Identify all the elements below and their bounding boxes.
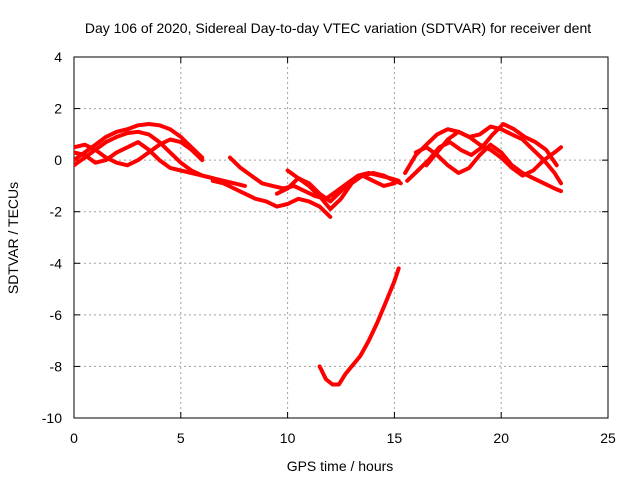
x-tick-label: 25 <box>600 430 616 446</box>
series-line-10 <box>403 124 563 186</box>
y-axis-label: SDTVAR / TECUs <box>5 182 21 294</box>
y-tick-label: -2 <box>50 204 63 220</box>
series-line-6 <box>210 178 333 219</box>
grid <box>74 57 608 418</box>
series-line-4 <box>74 137 205 168</box>
series-line-8 <box>285 168 403 212</box>
y-tick-label: -10 <box>42 410 62 426</box>
series-group <box>74 122 563 387</box>
x-tick-label: 10 <box>280 430 296 446</box>
y-tick-label: -4 <box>50 255 63 271</box>
y-tick-label: -6 <box>50 307 63 323</box>
series-line-13 <box>424 129 563 178</box>
y-axis: 4 2 0 -2 -4 -6 -8 -10 <box>42 49 608 426</box>
x-tick-label: 0 <box>70 430 78 446</box>
x-tick-label: 5 <box>177 430 185 446</box>
series-line-2 <box>74 129 215 181</box>
plot-frame <box>73 56 609 419</box>
y-tick-label: -8 <box>50 358 63 374</box>
series-line-3 <box>74 140 247 188</box>
x-axis: 0 5 10 15 20 25 <box>70 57 616 446</box>
x-axis-label: GPS time / hours <box>287 458 394 474</box>
y-tick-label: 4 <box>54 49 62 65</box>
series-line-1 <box>74 122 205 163</box>
y-tick-label: 0 <box>54 152 62 168</box>
series-line-12 <box>413 142 563 194</box>
chart-title: Day 106 of 2020, Sidereal Day-to-day VTE… <box>85 20 591 36</box>
y-tick-label: 2 <box>54 101 62 117</box>
series-line-9 <box>317 266 401 387</box>
x-tick-label: 20 <box>493 430 509 446</box>
x-tick-label: 15 <box>387 430 403 446</box>
series-line-7 <box>274 173 397 204</box>
